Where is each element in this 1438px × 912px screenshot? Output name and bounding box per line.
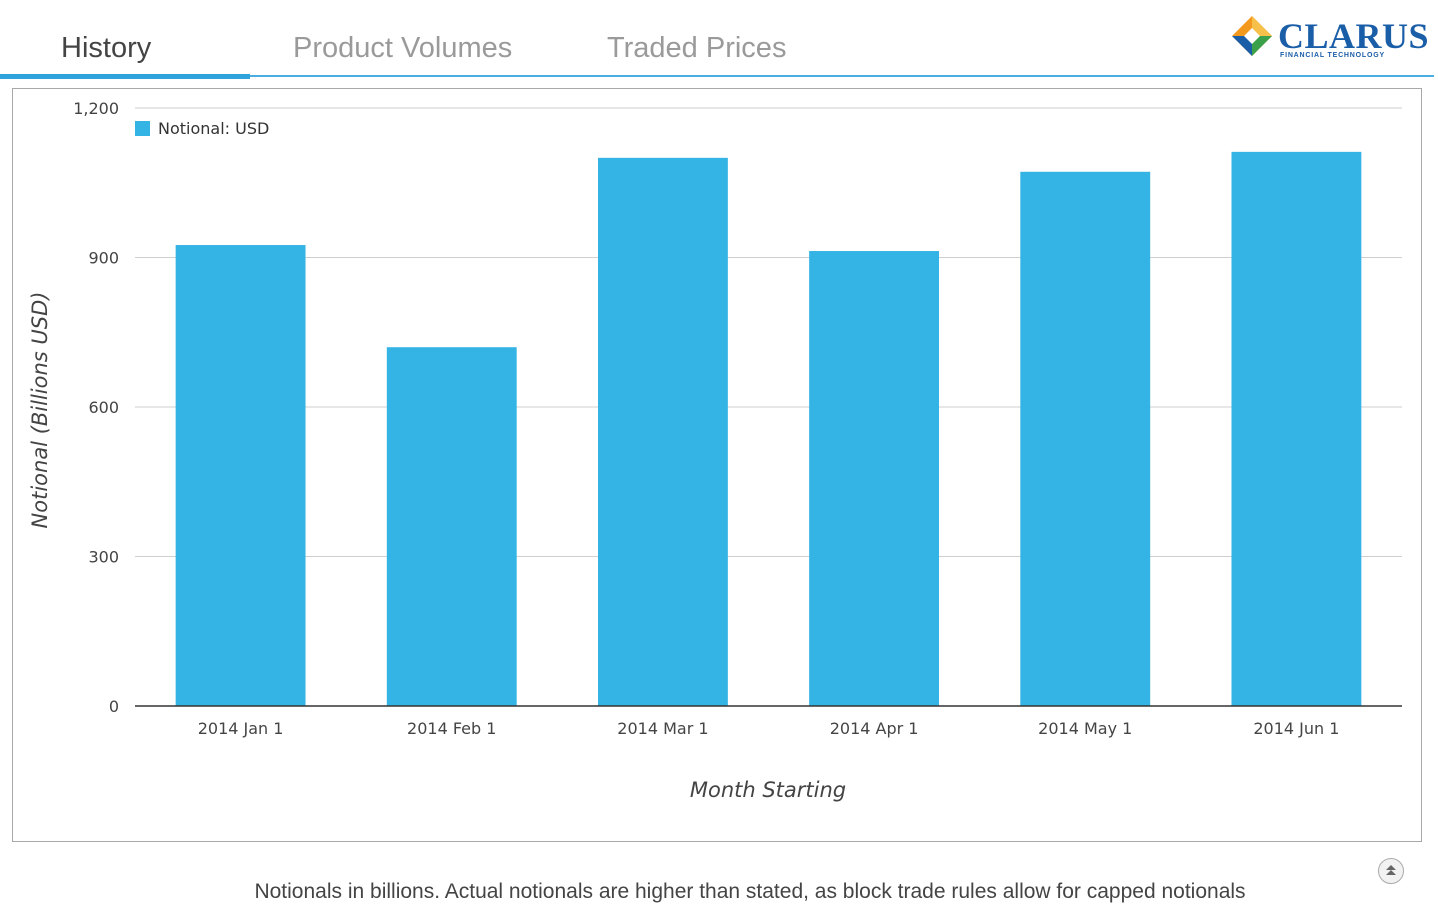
footnote: Notionals in billions. Actual notionals … bbox=[254, 880, 1246, 903]
scroll-top-icon bbox=[1386, 865, 1396, 875]
bar[interactable] bbox=[175, 245, 306, 706]
x-tick-label: 2014 Jan 1 bbox=[198, 719, 284, 738]
logo-tagline: FINANCIAL TECHNOLOGY bbox=[1280, 52, 1385, 59]
y-tick-label: 600 bbox=[88, 398, 119, 417]
tab-history[interactable]: History bbox=[61, 32, 152, 64]
legend-swatch bbox=[135, 121, 150, 136]
legend: Notional: USD bbox=[135, 119, 269, 138]
bar[interactable] bbox=[386, 347, 517, 706]
bar[interactable] bbox=[1231, 151, 1362, 706]
x-tick-label: 2014 May 1 bbox=[1038, 719, 1132, 738]
clarus-logo: CLARUS FINANCIAL TECHNOLOGY bbox=[1230, 14, 1429, 60]
x-tick-label: 2014 Apr 1 bbox=[830, 719, 919, 738]
tab-product-volumes[interactable]: Product Volumes bbox=[293, 32, 513, 64]
y-tick-label: 300 bbox=[88, 548, 119, 567]
x-axis-title: Month Starting bbox=[690, 778, 846, 802]
bar[interactable] bbox=[1020, 171, 1151, 706]
bars bbox=[175, 151, 1362, 707]
tab-traded-prices[interactable]: Traded Prices bbox=[607, 32, 787, 64]
bar[interactable] bbox=[597, 157, 728, 707]
legend-label: Notional: USD bbox=[158, 119, 269, 138]
bar[interactable] bbox=[809, 251, 940, 706]
y-tick-label: 0 bbox=[109, 697, 119, 716]
tab-divider bbox=[0, 75, 1434, 77]
diamond-logo-icon bbox=[1232, 16, 1272, 56]
x-tick-label: 2014 Mar 1 bbox=[617, 719, 708, 738]
axes: 0 300 600 900 1,200 2014 Jan 1 2014 Feb 1 2014 … bbox=[73, 99, 1402, 738]
active-tab-indicator bbox=[0, 74, 250, 79]
scroll-to-top-button[interactable] bbox=[1378, 858, 1404, 884]
y-tick-label: 1,200 bbox=[73, 99, 119, 118]
y-axis-title: Notional (Billions USD) bbox=[28, 292, 52, 529]
y-tick-label: 900 bbox=[88, 249, 119, 268]
x-tick-label: 2014 Jun 1 bbox=[1253, 719, 1339, 738]
tab-bar: History Product Volumes Traded Prices bbox=[0, 0, 1438, 80]
x-tick-label: 2014 Feb 1 bbox=[407, 719, 496, 738]
logo-wordmark: CLARUS bbox=[1278, 16, 1430, 56]
gridlines bbox=[135, 107, 1402, 557]
